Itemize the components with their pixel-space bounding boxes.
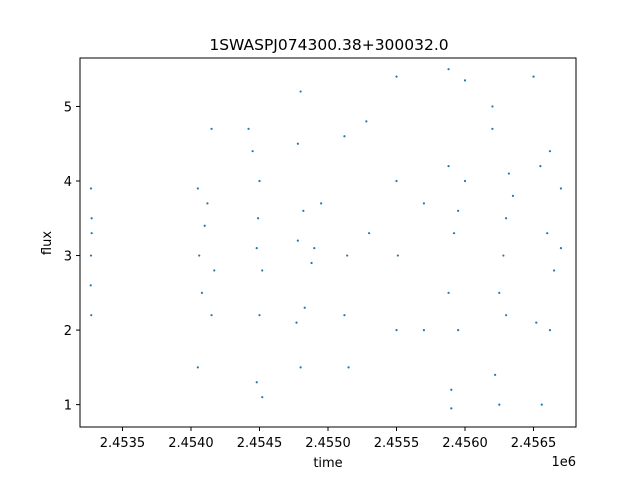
data-point [302,209,305,212]
data-point [210,314,213,317]
x-axis-ticks: 2.4535 2.4540 2.4545 2.4550 2.4555 2.4560 2.45… [100,427,557,451]
data-point [422,202,426,205]
x-tick-label: 2.4560 [442,436,488,451]
data-point [491,105,494,108]
data-point [422,328,426,332]
data-point [498,291,501,294]
data-point [89,254,93,257]
plot-frame [79,57,577,428]
data-point [258,314,261,317]
data-point [559,246,563,250]
data-point [89,284,92,287]
data-point [295,321,298,324]
y-tick-label: 2 [64,324,72,339]
data-point [463,79,467,82]
y-tick-label: 1 [64,399,72,414]
data-point [507,172,510,175]
data-point [196,187,199,190]
data-point [255,246,258,250]
data-point [368,232,371,235]
data-point [299,90,302,93]
x-tick-label: 2.4565 [511,436,557,451]
y-axis-ticks: 1 2 3 4 5 [64,100,80,414]
data-point [548,150,552,153]
data-point [511,194,515,198]
data-point [90,217,93,220]
x-tick-label: 2.4555 [374,436,420,451]
data-point [395,328,398,332]
data-point [395,179,398,183]
y-tick-label: 3 [64,250,72,265]
data-point [447,68,450,71]
data-point [206,202,209,205]
data-point [296,142,299,145]
data-point [535,321,538,324]
data-point [505,217,508,220]
data-point [310,261,313,265]
data-point [89,187,93,190]
data-point [346,254,349,257]
x-axis-label: time [313,456,342,471]
data-point [343,314,346,317]
data-point [450,407,453,410]
data-point [303,306,306,309]
data-point [548,328,552,332]
x-tick-label: 2.4545 [237,436,283,451]
data-point [494,373,497,376]
data-point [213,269,216,272]
data-point [552,269,556,272]
data-point [546,232,549,235]
data-point [255,381,258,384]
data-point [540,403,543,406]
y-tick-label: 5 [64,100,72,115]
data-point [347,366,350,369]
data-point [343,135,346,138]
y-axis-label: flux [40,231,55,255]
x-tick-label: 2.4535 [100,436,146,451]
data-point [498,403,501,406]
data-point [539,164,542,168]
data-point [491,127,494,130]
data-point [450,388,453,391]
data-point [251,150,254,153]
data-point [396,254,399,257]
data-point [90,232,93,235]
y-tick-label: 4 [64,175,72,190]
x-offset-label: 1e6 [551,455,576,470]
data-point [196,366,199,369]
data-point [559,187,563,190]
chart-title: 1SWASPJ074300.38+300032.0 [209,36,448,54]
data-point [200,291,204,294]
data-point [447,291,450,294]
data-point [502,254,505,257]
data-point [463,179,467,183]
data-point [296,239,299,242]
data-point [365,120,368,123]
data-point [203,224,206,227]
data-point [257,217,260,220]
x-tick-label: 2.4540 [168,436,214,451]
data-point [313,246,316,250]
data-points [89,68,563,410]
data-point [210,127,213,130]
data-point [261,396,264,399]
data-point [395,75,398,78]
data-point [457,209,460,212]
data-point [532,75,535,78]
data-point [452,232,456,235]
data-point [447,164,450,168]
data-point [198,254,201,257]
data-point [299,366,302,369]
data-point [261,269,264,272]
data-point [247,127,250,130]
data-point [457,328,460,332]
data-point [90,314,93,317]
x-tick-label: 2.4550 [305,436,351,451]
data-point [258,179,261,183]
data-point [505,314,508,317]
data-point [320,202,323,205]
